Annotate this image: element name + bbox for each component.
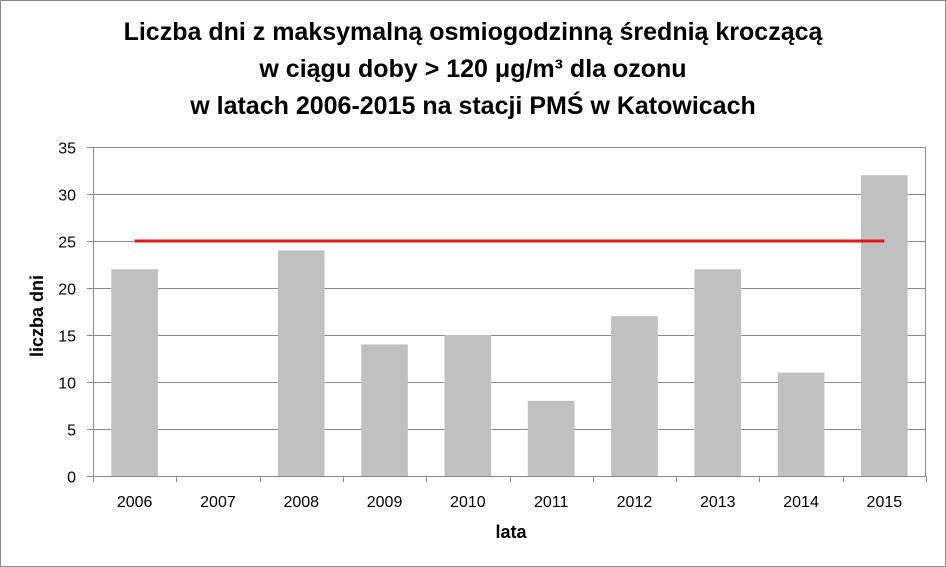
y-tick-label: 15 (58, 329, 76, 346)
x-tick-label: 2006 (117, 494, 153, 511)
bar-2009 (361, 344, 408, 476)
y-tick-label: 0 (67, 470, 76, 487)
axes (87, 147, 927, 482)
bar-2010 (444, 335, 492, 476)
y-axis-title: liczba dni (27, 275, 47, 357)
bars (111, 175, 908, 476)
x-tick-label: 2008 (283, 494, 319, 511)
bar-2014 (777, 372, 825, 476)
x-axis-title: lata (495, 522, 527, 542)
x-tick-label: 2013 (700, 494, 736, 511)
x-tick-label: 2007 (200, 494, 236, 511)
y-tick-label: 30 (58, 188, 76, 205)
y-tick-label: 35 (58, 141, 76, 158)
y-tick-label: 5 (67, 423, 76, 440)
x-tick-label: 2010 (450, 494, 486, 511)
chart-title-line-2: w ciągu doby > 120 μg/m³ dla ozonu (259, 55, 687, 83)
x-tick-labels: 2006 2007 2008 2009 2010 2011 2012 2013 2014 2015 (117, 494, 902, 511)
x-tick-label: 2011 (534, 494, 569, 511)
y-tick-label: 25 (58, 235, 76, 252)
bar-2006 (111, 269, 158, 476)
chart-title: Liczba dni z maksymalną osmiogodzinną śr… (0, 14, 946, 125)
x-tick-label: 2015 (867, 494, 903, 511)
bar-2015 (861, 175, 908, 476)
bar-2013 (694, 269, 742, 476)
bar-2008 (277, 250, 325, 476)
y-tick-label: 20 (58, 282, 76, 299)
bar-2011 (527, 400, 575, 476)
chart-title-line-3: w latach 2006-2015 na stacji PMŚ w Katow… (190, 92, 756, 120)
y-tick-labels: 0 5 10 15 20 25 30 35 (58, 141, 76, 487)
y-tick-label: 10 (58, 376, 76, 393)
x-tick-label: 2009 (367, 494, 403, 511)
chart-title-line-1: Liczba dni z maksymalną osmiogodzinną śr… (123, 18, 823, 46)
x-tick-label: 2014 (783, 494, 819, 511)
x-tick-label: 2012 (617, 494, 653, 511)
bar-2012 (611, 316, 658, 476)
